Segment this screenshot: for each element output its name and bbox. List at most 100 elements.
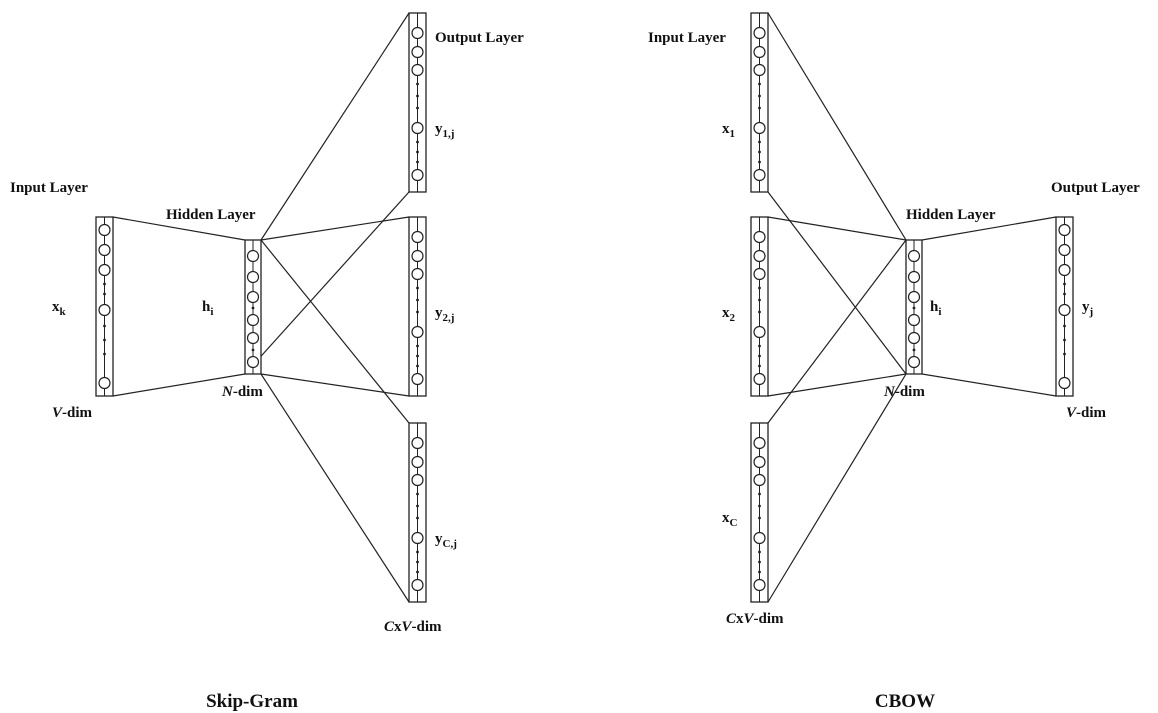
cbow-input2-vector-label: x2 [722,305,736,324]
cbow-input-node [753,63,766,77]
sg-output-node [411,121,424,135]
sg-hidden-node [246,331,260,345]
sg-hidden-node [246,249,260,263]
sg-input-node [98,223,111,237]
cbow-output-node [1058,303,1071,317]
cbow-output-node [1058,263,1071,277]
sg-input-node [98,263,111,277]
sg-hidden-column [244,239,262,375]
cbow-input-column-1 [750,12,769,193]
cbow-conn-in2-hidden-top [767,216,907,241]
cbow-hidden-layer-label: Hidden Layer [906,207,996,223]
sg-conn-hidden-out3-bottom [260,373,410,603]
cbow-hidden-node [907,290,921,304]
sg-output-node [411,436,424,450]
cbow-connections [767,12,1057,603]
sg-conn-hidden-out1-top [260,12,410,241]
skipgram-diagram: Input Layer Hidden Layer Output Layer xk… [10,12,524,712]
sg-conn-hidden-out2-bottom [260,373,410,397]
cbow-hidden-node [907,249,921,263]
sg-conn-input-hidden-top [112,216,246,241]
cbow-input-dim-label: CxV-dim [726,611,784,627]
cbow-input-layer-label: Input Layer [648,30,726,46]
sg-conn-hidden-out2-top [260,216,410,241]
sg-hidden-vector-label: hi [202,299,213,318]
sg-output-column-2 [408,216,427,397]
cbow-input1-vector-label: x1 [722,121,735,140]
cbow-input3-vector-label: xC [722,510,738,529]
cbow-hidden-node [907,355,921,369]
cbow-diagram: Input Layer Hidden Layer Output Layer x1… [648,12,1140,712]
sg-output-node [411,45,424,59]
sg-hidden-node [246,355,260,369]
cbow-input-node [753,436,766,450]
cbow-input-node [753,249,766,263]
cbow-conn-in1-hidden-bottom [767,191,907,375]
sg-output-node [411,230,424,244]
sg-conn-hidden-out1-bottom [244,191,410,375]
cbow-input-node [753,26,766,40]
sg-output-node [411,26,424,40]
cbow-hidden-column [905,239,923,375]
sg-output3-vector-label: yC,j [435,531,457,550]
sg-output-dim-label: CxV-dim [384,619,442,635]
cbow-hidden-dim-label: N-dim [883,384,925,400]
cbow-input-node [753,45,766,59]
sg-output-node [411,267,424,281]
sg-input-dim-label: V-dim [52,405,93,421]
skipgram-connections [112,12,410,603]
cbow-hidden-vector-label: hi [930,299,941,318]
sg-output-column-1 [408,12,427,193]
cbow-input-node [753,531,766,545]
skipgram-title: Skip-Gram [206,691,298,712]
sg-output-node [411,372,424,386]
cbow-input-column-2 [750,216,769,397]
cbow-output-layer-label: Output Layer [1051,180,1140,196]
cbow-conn-hidden-output-top [921,216,1057,241]
sg-input-node [98,376,111,390]
cbow-conn-hidden-output-bottom [921,373,1057,397]
sg-output2-vector-label: y2,j [435,305,454,324]
sg-output-node [411,249,424,263]
cbow-input-node [753,473,766,487]
cbow-hidden-node [907,331,921,345]
sg-output-layer-label: Output Layer [435,30,524,46]
sg-output-column-3 [408,422,427,603]
sg-output-node [411,578,424,592]
cbow-conn-in3-hidden-bottom [767,373,907,603]
sg-conn-input-hidden-bottom [112,373,246,397]
cbow-conn-in3-hidden-top [767,239,907,424]
sg-hidden-node [246,313,260,327]
cbow-input-column-3 [750,422,769,603]
cbow-output-node [1058,223,1071,237]
cbow-conn-in1-hidden-top [767,12,907,241]
sg-output1-vector-label: y1,j [435,121,454,140]
cbow-title: CBOW [875,691,935,712]
cbow-output-node [1058,376,1071,390]
cbow-input-node [753,267,766,281]
sg-output-node [411,531,424,545]
sg-input-layer-label: Input Layer [10,180,88,196]
cbow-output-node [1058,243,1071,257]
cbow-output-dim-label: V-dim [1066,405,1107,421]
sg-hidden-layer-label: Hidden Layer [166,207,256,223]
sg-output-node [411,63,424,77]
cbow-input-node [753,455,766,469]
cbow-hidden-node [907,313,921,327]
cbow-input-node [753,578,766,592]
sg-hidden-node [246,270,260,284]
cbow-input-node [753,325,766,339]
sg-input-vector-label: xk [52,299,67,318]
sg-output-node [411,168,424,182]
cbow-input-node [753,168,766,182]
cbow-hidden-node [907,270,921,284]
sg-input-node [98,303,111,317]
cbow-input-node [753,372,766,386]
sg-input-node [98,243,111,257]
cbow-input-node [753,121,766,135]
cbow-input-node [753,230,766,244]
cbow-output-vector-label: yj [1082,299,1093,318]
sg-conn-hidden-out3-top [260,239,410,424]
sg-output-node [411,473,424,487]
